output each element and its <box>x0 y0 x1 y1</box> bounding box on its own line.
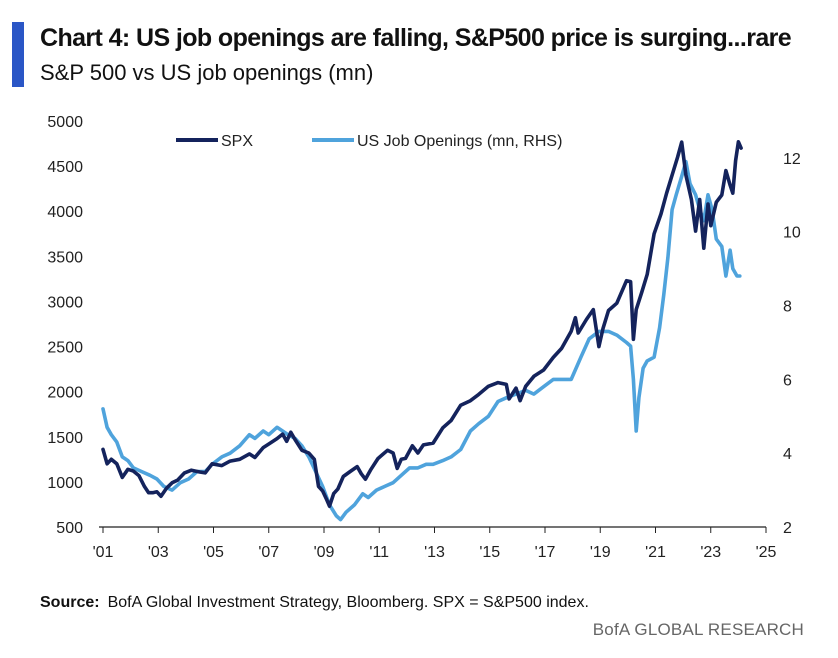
x-tick-label: '19 <box>590 544 611 561</box>
y-left-tick-label: 1000 <box>47 475 83 492</box>
y-right-tick-label: 4 <box>783 446 792 463</box>
y-left-tick-label: 500 <box>56 520 83 537</box>
legend-job-openings-label: US Job Openings (mn, RHS) <box>357 133 562 150</box>
chart-axes: '01 '03 '05 '07 '09 '11 '13 '15 '17 '19 '21 '23 '25 5… <box>47 114 800 561</box>
chart-title: Chart 4: US job openings are falling, S&… <box>40 24 792 52</box>
brand-label: BofA GLOBAL RESEARCH <box>592 620 804 639</box>
y-left-tick-label: 1500 <box>47 430 83 447</box>
y-right-tick-label: 8 <box>783 299 792 316</box>
y-left-tick-label: 3000 <box>47 294 83 311</box>
y-right-tick-label: 2 <box>783 520 792 537</box>
y-left-tick-label: 4000 <box>47 204 83 221</box>
job-openings-series-line <box>101 159 742 522</box>
x-tick-label: '07 <box>258 544 279 561</box>
x-tick-label: '11 <box>369 544 389 561</box>
chart-legend: SPX US Job Openings (mn, RHS) <box>176 133 562 150</box>
y-right-tick-label: 12 <box>783 151 801 168</box>
y-left-tick-label: 5000 <box>47 114 83 131</box>
x-tick-label: '05 <box>203 544 224 561</box>
x-tick-label: '15 <box>479 544 500 561</box>
title-accent-bar <box>12 22 24 87</box>
y-left-tick-label: 3500 <box>47 249 83 266</box>
x-tick-label: '17 <box>535 544 556 561</box>
line-chart: SPX US Job Openings (mn, RHS) '01'03'05 '… <box>47 114 800 561</box>
x-tick-label: '03 <box>148 544 169 561</box>
y-right-tick-label: 6 <box>783 372 792 389</box>
spx-series-line <box>101 140 743 508</box>
y-left-tick-label: 4500 <box>47 159 83 176</box>
y-right-tick-label: 10 <box>783 225 801 242</box>
chart-subtitle: S&P 500 vs US job openings (mn) <box>40 60 374 85</box>
x-tick-label: '01 <box>93 544 114 561</box>
source-label: Source: <box>40 594 100 611</box>
x-tick-label: '21 <box>645 544 666 561</box>
x-tick-label: '13 <box>424 544 445 561</box>
chart-plot-area <box>101 140 743 522</box>
x-tick-label: '23 <box>700 544 721 561</box>
y-left-tick-label: 2500 <box>47 340 83 357</box>
legend-spx-label: SPX <box>221 133 253 150</box>
source-note: Source: BofA Global Investment Strategy, … <box>40 594 589 612</box>
x-tick-label: '25 <box>756 544 777 561</box>
x-tick-label: '09 <box>314 544 335 561</box>
y-left-tick-label: 2000 <box>47 385 83 402</box>
source-text: BofA Global Investment Strategy, Bloombe… <box>107 594 589 611</box>
